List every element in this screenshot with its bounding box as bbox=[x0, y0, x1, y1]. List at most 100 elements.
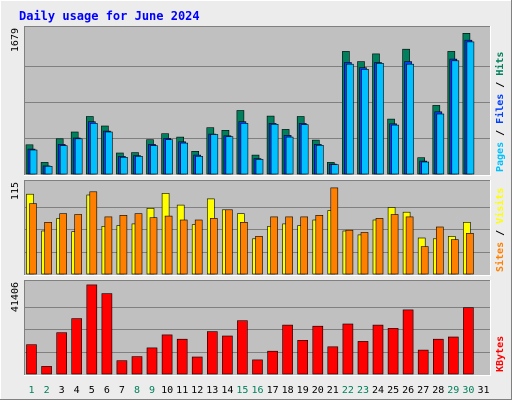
bar-sites-day-16 bbox=[255, 236, 263, 275]
bar-sites-day-10 bbox=[164, 215, 173, 275]
bar-pages-day-12 bbox=[195, 156, 203, 175]
bar-pages-day-22 bbox=[346, 63, 354, 175]
bar-sites-day-20 bbox=[315, 215, 324, 275]
bar-kbytes-day-29 bbox=[447, 336, 459, 375]
bar-sites-day-17 bbox=[270, 216, 278, 275]
bar-kbytes-day-10 bbox=[161, 334, 173, 375]
x-tick-label: 12 bbox=[191, 385, 203, 396]
bar-sites-day-2 bbox=[44, 222, 52, 275]
x-tick-label: 20 bbox=[312, 385, 324, 396]
bar-pages-day-16 bbox=[255, 159, 264, 175]
legend-entry-pages: Pages bbox=[495, 142, 506, 172]
y-max-label: 115 bbox=[10, 182, 21, 200]
bar-kbytes-day-20 bbox=[312, 325, 324, 375]
bar-pages-day-24 bbox=[376, 63, 384, 175]
bar-pages-day-15 bbox=[240, 123, 249, 175]
x-tick-label: 15 bbox=[236, 385, 248, 396]
x-tick-label: 1 bbox=[28, 385, 34, 396]
bar-pages-day-4 bbox=[74, 138, 83, 175]
bar-kbytes-day-30 bbox=[463, 307, 474, 375]
panel-visits-sites: 115 Sites / Visits bbox=[10, 180, 506, 276]
x-tick-label: 17 bbox=[267, 385, 279, 396]
x-tick-label: 6 bbox=[104, 385, 110, 396]
bar-kbytes-day-2 bbox=[41, 366, 52, 375]
legend-entry-kbytes: KBytes bbox=[495, 336, 506, 372]
bar-sites-day-11 bbox=[179, 219, 188, 275]
x-tick-label: 25 bbox=[387, 385, 399, 396]
bar-sites-day-5 bbox=[89, 191, 98, 275]
x-tick-label: 22 bbox=[342, 385, 354, 396]
bar-pages-day-2 bbox=[44, 166, 53, 175]
x-tick-label: 19 bbox=[297, 385, 309, 396]
x-tick-label: 21 bbox=[327, 385, 339, 396]
x-tick-label: 29 bbox=[447, 385, 459, 396]
bar-pages-day-18 bbox=[285, 136, 294, 175]
bar-pages-day-14 bbox=[225, 136, 234, 175]
legend-kbytes: KBytes bbox=[495, 336, 506, 372]
bar-pages-day-5 bbox=[90, 123, 98, 175]
panel-kbytes: 41406 KBytes bbox=[10, 280, 506, 376]
x-tick-label: 24 bbox=[372, 385, 384, 396]
bar-sites-day-9 bbox=[149, 217, 158, 275]
bar-sites-day-14 bbox=[225, 209, 233, 275]
bar-sites-day-29 bbox=[450, 239, 459, 275]
bar-kbytes-day-21 bbox=[327, 346, 339, 375]
bar-kbytes-day-5 bbox=[86, 284, 98, 375]
bar-pages-day-30 bbox=[466, 41, 475, 175]
x-tick-label: 31 bbox=[477, 385, 489, 396]
bar-kbytes-day-26 bbox=[402, 309, 414, 375]
bar-sites-day-19 bbox=[300, 216, 309, 275]
bar-sites-day-4 bbox=[74, 214, 82, 275]
bar-kbytes-day-23 bbox=[357, 341, 369, 375]
bar-pages-day-3 bbox=[59, 145, 68, 175]
bar-sites-day-25 bbox=[390, 214, 399, 275]
legend-entry-visits: Visits bbox=[494, 188, 506, 224]
bar-sites-day-12 bbox=[194, 219, 203, 275]
bar-sites-day-30 bbox=[466, 233, 474, 275]
bar-kbytes-day-19 bbox=[297, 339, 309, 375]
bar-kbytes-day-16 bbox=[252, 359, 263, 375]
bar-sites-day-7 bbox=[119, 215, 128, 275]
legend-separator: / bbox=[495, 224, 506, 242]
bar-kbytes-day-27 bbox=[417, 349, 429, 375]
bar-kbytes-day-25 bbox=[387, 328, 399, 375]
bar-pages-day-7 bbox=[120, 157, 128, 175]
bar-kbytes-day-11 bbox=[176, 338, 188, 375]
y-max-label: 1679 bbox=[10, 28, 21, 52]
bar-sites-day-22 bbox=[345, 229, 354, 275]
x-tick-label: 8 bbox=[134, 385, 140, 396]
bar-pages-day-19 bbox=[300, 124, 309, 175]
x-tick-label: 16 bbox=[251, 385, 263, 396]
bar-pages-day-27 bbox=[421, 161, 430, 175]
bar-pages-day-17 bbox=[270, 124, 279, 175]
x-tick-label: 2 bbox=[44, 385, 50, 396]
bar-kbytes-day-7 bbox=[116, 360, 128, 375]
bar-sites-day-15 bbox=[240, 222, 248, 275]
x-tick-label: 3 bbox=[59, 385, 65, 396]
legend-separator: / bbox=[495, 76, 506, 94]
bar-kbytes-day-3 bbox=[56, 332, 68, 375]
x-tick-label: 7 bbox=[119, 385, 125, 396]
bar-kbytes-day-6 bbox=[101, 293, 113, 375]
bar-kbytes-day-28 bbox=[432, 338, 444, 375]
bar-pages-day-28 bbox=[436, 113, 445, 175]
bar-kbytes-day-9 bbox=[146, 347, 158, 375]
bar-kbytes-day-12 bbox=[191, 356, 203, 375]
bar-pages-day-25 bbox=[391, 124, 399, 175]
x-tick-label: 23 bbox=[357, 385, 369, 396]
bar-pages-day-13 bbox=[210, 134, 219, 175]
chart-title: Daily usage for June 2024 bbox=[19, 9, 200, 23]
x-tick-label: 13 bbox=[206, 385, 218, 396]
bar-pages-day-11 bbox=[180, 142, 188, 175]
bar-sites-day-13 bbox=[210, 218, 218, 275]
bar-pages-day-6 bbox=[105, 131, 113, 175]
legend-entry-sites: Sites bbox=[494, 242, 506, 272]
bar-sites-day-28 bbox=[435, 226, 444, 275]
bar-pages-day-20 bbox=[315, 145, 324, 175]
bar-sites-day-26 bbox=[405, 216, 414, 275]
bar-sites-day-24 bbox=[375, 218, 384, 275]
bar-pages-day-21 bbox=[330, 164, 339, 175]
x-tick-label: 11 bbox=[176, 385, 188, 396]
bar-kbytes-day-14 bbox=[222, 335, 233, 375]
legend-separator: / bbox=[495, 124, 506, 142]
